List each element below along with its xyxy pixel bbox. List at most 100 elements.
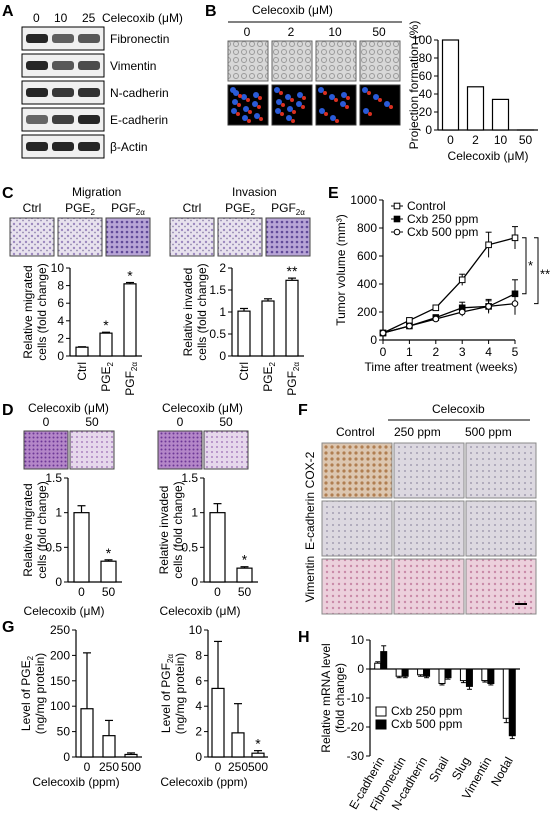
y-tick-label: 10 — [351, 633, 365, 647]
significance-mark: * — [127, 268, 133, 284]
data-point — [379, 329, 387, 337]
nucleus-dot — [335, 119, 339, 123]
panel-b: B Celecoxib (μM) 0 2 10 50 0 20 40 60 80 100 0 2 10… — [205, 3, 538, 163]
legend-marker — [393, 215, 401, 223]
nucleus-dot — [274, 87, 280, 93]
panel-d-heading-right: Celecoxib (μM) — [162, 401, 243, 415]
bar — [209, 512, 226, 583]
nucleus-dot — [241, 94, 247, 100]
legend-label: Control — [407, 199, 446, 213]
bar — [508, 668, 516, 737]
nucleus-dot — [291, 119, 295, 123]
y-tick-label: 6 — [195, 674, 202, 688]
bar — [75, 346, 89, 357]
x-tick-label: 3 — [459, 345, 466, 359]
d-dose-label: 0 — [177, 415, 184, 429]
data-point — [458, 276, 466, 284]
y-tick-label: 4 — [57, 314, 64, 328]
transwell-image — [69, 430, 115, 470]
y-axis-label: Relative migrated — [21, 483, 35, 576]
y-tick-label: 4 — [195, 699, 202, 713]
y-tick-label: 8 — [195, 648, 202, 662]
bar — [491, 98, 510, 131]
transwell-image — [9, 217, 55, 257]
nucleus-dot — [257, 105, 261, 109]
ihc-row-label: COX-2 — [303, 451, 317, 488]
invasion-title: Invasion — [232, 185, 277, 199]
x-axis-label: Celecoxib (μM) — [448, 149, 529, 163]
y-tick-label: 100 — [50, 699, 70, 713]
x-axis-label: Celecoxib (ppm) — [32, 775, 119, 789]
panel-letter-g: G — [2, 619, 14, 636]
x-tick-label: 250 — [99, 760, 119, 774]
y-tick-label: 10 — [189, 623, 203, 637]
y-tick-label: 0 — [425, 123, 432, 137]
ihc-image — [321, 500, 393, 557]
bar — [465, 668, 473, 687]
data-point — [485, 303, 492, 310]
phase-contrast-image — [359, 40, 401, 82]
nucleus-dot — [285, 94, 291, 100]
ihc-image — [465, 500, 537, 557]
transwell-image — [217, 217, 263, 257]
bar — [211, 687, 225, 758]
x-tick-label: 4 — [485, 345, 492, 359]
ihc-image — [321, 442, 393, 499]
y-tick-label: 2 — [57, 331, 64, 345]
legend-label: Cxb 250 ppm — [391, 704, 462, 718]
data-point — [406, 317, 413, 324]
x-tick-label: 0 — [214, 585, 221, 599]
bar — [481, 668, 489, 682]
d-dose-label: 0 — [43, 415, 50, 429]
x-tick-label: Nodal — [488, 755, 516, 789]
nucleus-dot — [232, 99, 238, 105]
data-point — [432, 304, 440, 312]
bar — [466, 86, 485, 131]
ihc-row-label: E-cadherin — [303, 492, 317, 550]
y-tick-label: 0.5 — [209, 327, 226, 341]
transwell-image — [169, 217, 215, 257]
nucleus-dot — [276, 99, 282, 105]
significance-mark: ** — [540, 267, 550, 282]
nucleus-dot — [323, 91, 327, 95]
y-axis-label: (ng/mg protein) — [173, 653, 187, 734]
y-tick-label: 1.5 — [181, 471, 198, 485]
y-axis-label: cells (fold change) — [35, 263, 49, 360]
bar — [237, 310, 251, 357]
y-tick-label: 0 — [370, 333, 377, 347]
panel-c: C Migration Invasion Ctrl PGE2 PGF2α Ctrl PG… — [2, 185, 311, 396]
panel-a: A 0 10 25 Celecoxib (μM) Fibronectin Vime… — [2, 3, 183, 159]
y-axis-label: Tumor volume (mm³) — [334, 214, 348, 326]
panel-letter-b: B — [205, 3, 217, 20]
blot-band — [78, 88, 100, 97]
x-tick-label: 50 — [519, 133, 533, 147]
dose-label-0: 0 — [33, 11, 40, 25]
x-tick-label: PGF2α — [123, 362, 139, 396]
nucleus-dot — [340, 101, 346, 107]
bar — [251, 752, 265, 758]
bar — [395, 668, 403, 677]
nucleus-dot — [286, 115, 292, 121]
bar — [502, 668, 510, 719]
legend-marker — [393, 202, 401, 210]
x-tick-label: 0 — [380, 345, 387, 359]
y-tick-label: 400 — [357, 277, 377, 291]
blot-band — [52, 61, 74, 70]
nucleus-dot — [248, 110, 252, 114]
blot-band — [26, 88, 48, 97]
y-tick-label: 150 — [50, 674, 70, 688]
bar — [374, 662, 382, 670]
bar — [73, 512, 90, 583]
nucleus-dot — [362, 87, 368, 93]
y-tick-label: 1000 — [350, 193, 377, 207]
nucleus-dot — [236, 112, 240, 116]
y-axis-label: cells (fold change) — [35, 481, 49, 578]
legend-swatch — [375, 706, 387, 717]
y-axis-label: Relative mRNA level — [319, 643, 333, 752]
y-tick-label: 0.5 — [181, 540, 198, 554]
nucleus-dot — [253, 92, 259, 98]
y-tick-label: 2 — [195, 725, 202, 739]
y-axis-label: (fold change) — [333, 663, 347, 733]
y-tick-label: 6 — [57, 296, 64, 310]
x-tick-label: 10 — [494, 133, 508, 147]
